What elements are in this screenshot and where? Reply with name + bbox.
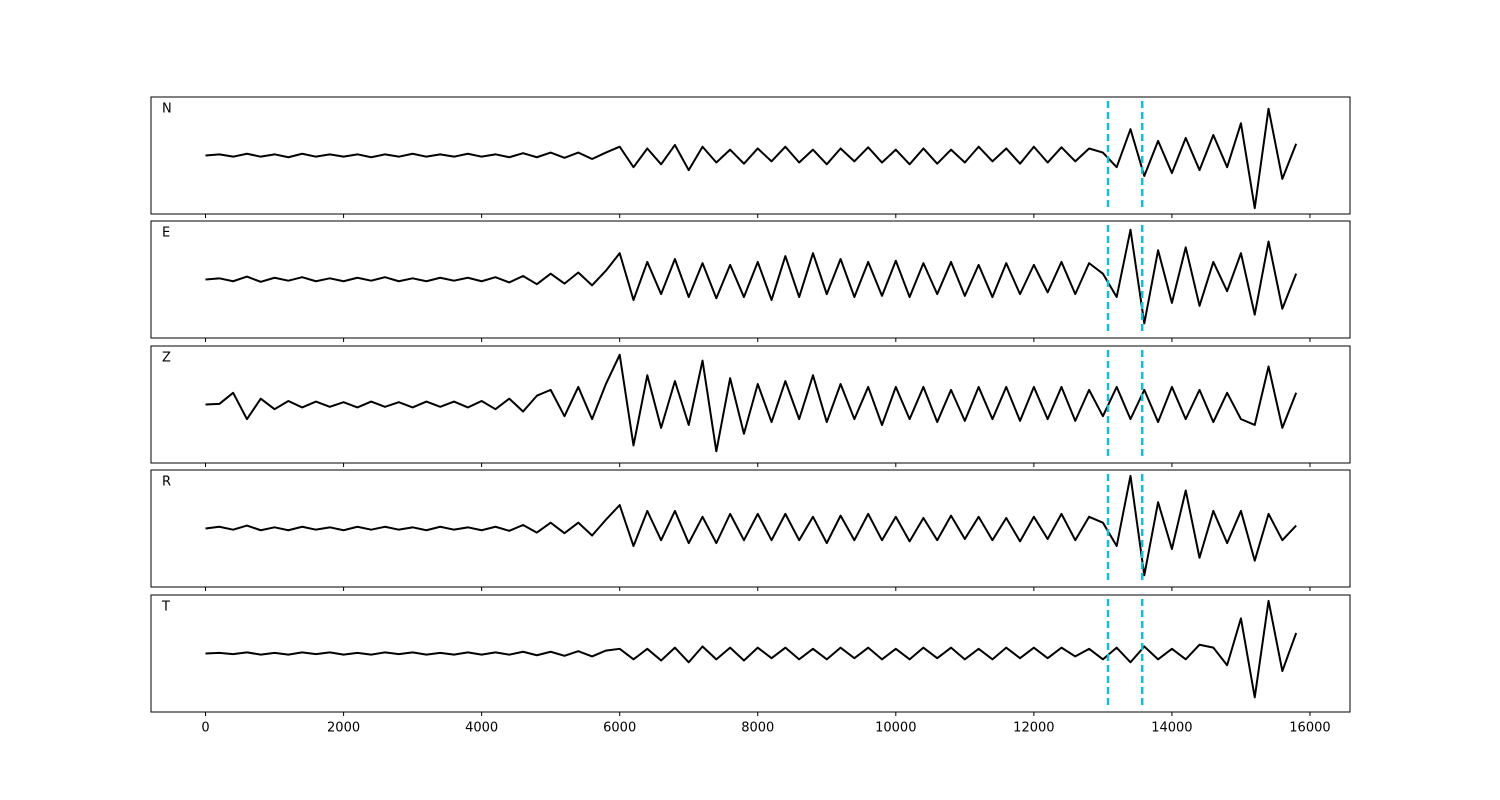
- x-tick-label: 6000: [603, 721, 636, 736]
- x-tick-label: 0: [201, 721, 209, 736]
- x-tick-label: 2000: [327, 721, 360, 736]
- panel-label: R: [162, 475, 171, 490]
- panel-label: Z: [162, 351, 171, 366]
- panel-frame: [150, 220, 1351, 339]
- trace: [205, 353, 1298, 453]
- x-tick-label: 4000: [465, 721, 498, 736]
- panel-label: E: [162, 226, 170, 241]
- panel-frame: [150, 345, 1351, 464]
- panel-frame: [150, 469, 1351, 588]
- x-tick-label: 16000: [1289, 721, 1330, 736]
- panel-frame: [150, 594, 1351, 713]
- panel-frame: [150, 96, 1351, 215]
- trace: [205, 107, 1298, 210]
- panel-label: N: [162, 102, 172, 117]
- x-tick-label: 12000: [1013, 721, 1054, 736]
- trace: [205, 228, 1298, 325]
- x-tick-label: 14000: [1151, 721, 1192, 736]
- panel-label: T: [161, 600, 170, 615]
- x-tick-label: 8000: [741, 721, 774, 736]
- x-tick-label: 10000: [875, 721, 916, 736]
- trace: [205, 474, 1297, 577]
- trace: [205, 599, 1298, 699]
